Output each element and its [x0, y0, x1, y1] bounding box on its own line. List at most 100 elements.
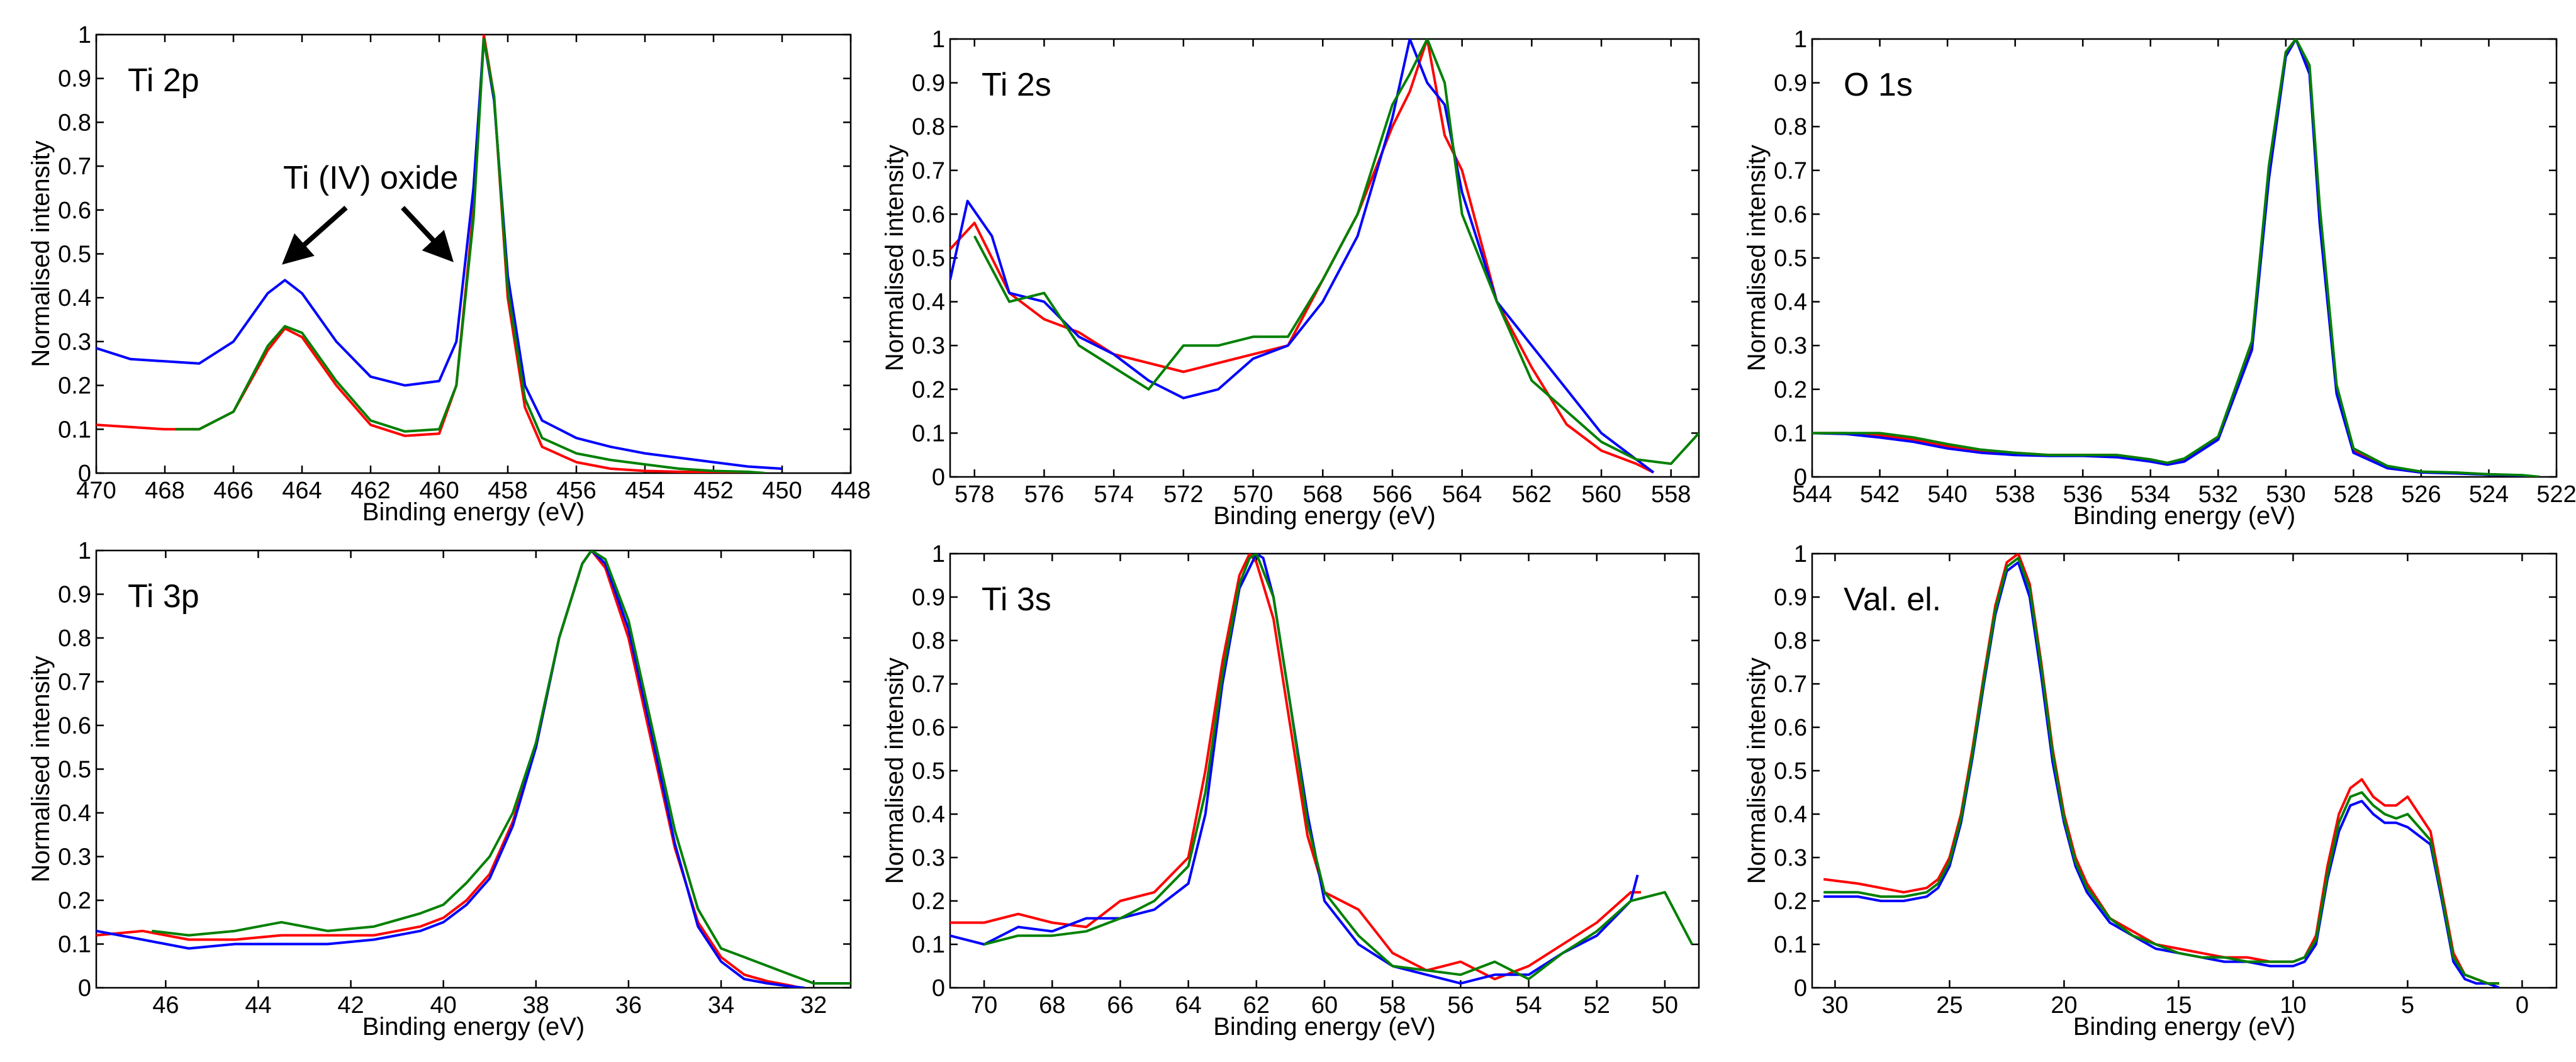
x-tick-label: 450	[762, 478, 802, 504]
x-tick-label: 542	[1860, 481, 1900, 508]
y-tick-label: 0.8	[1774, 114, 1807, 140]
y-tick-label: 0.4	[1774, 802, 1807, 828]
series-line-green	[152, 551, 851, 985]
series-line-red	[1823, 554, 2499, 985]
y-tick-label: 0.1	[58, 416, 91, 443]
x-tick-label: 15	[2165, 992, 2192, 1019]
x-tick-label: 522	[2536, 481, 2576, 508]
y-tick-label: 0.3	[912, 845, 945, 871]
x-tick-label: 25	[1936, 992, 1963, 1019]
y-tick-label: 0.7	[1774, 671, 1807, 698]
y-tick-label: 0.5	[912, 245, 945, 272]
x-axis-label: Binding energy (eV)	[362, 498, 585, 526]
series-group	[1823, 554, 2500, 988]
y-tick-label: 0.7	[912, 158, 945, 184]
x-tick-label: 452	[693, 478, 733, 504]
y-tick-label: 0.6	[912, 715, 945, 741]
x-tick-label: 460	[419, 478, 459, 504]
x-tick-label: 564	[1442, 481, 1482, 508]
y-axis-label: Normalised intensity	[27, 140, 55, 367]
x-tick-label: 454	[625, 478, 664, 504]
y-tick-label: 0.6	[58, 713, 91, 739]
x-tick-label: 5	[2401, 992, 2414, 1019]
series-line-blue	[950, 39, 1655, 474]
y-axis-label: Normalised intensity	[27, 656, 55, 882]
x-tick-label: 46	[152, 992, 179, 1019]
x-tick-label: 38	[523, 992, 549, 1019]
plot-frame	[949, 38, 1700, 478]
y-tick-label: 0.6	[1774, 715, 1807, 741]
panel-title: Val. el.	[1844, 581, 1941, 618]
y-tick-label: 0.8	[912, 114, 945, 140]
x-tick-label: 42	[337, 992, 364, 1019]
x-tick-label: 70	[971, 992, 997, 1019]
series-line-blue	[1823, 561, 2500, 988]
y-tick-label: 0.3	[912, 333, 945, 359]
series-group	[950, 39, 1699, 474]
annotation-arrow	[401, 206, 454, 262]
x-tick-label: 36	[615, 992, 642, 1019]
y-tick-label: 1	[932, 26, 945, 53]
panel-title: Ti 3s	[982, 581, 1051, 618]
y-tick-label: 0.8	[912, 628, 945, 654]
plot-frame	[949, 552, 1700, 989]
y-tick-label: 0.1	[1774, 420, 1807, 447]
y-tick-label: 0.8	[1774, 628, 1807, 654]
panel-title: Ti 2p	[128, 62, 199, 99]
series-line-blue	[1812, 39, 2540, 477]
x-tick-label: 544	[1792, 481, 1832, 508]
y-tick-label: 0.7	[58, 154, 91, 180]
y-tick-label: 0.2	[912, 888, 945, 915]
series-group	[1812, 39, 2540, 477]
y-tick-label: 0.5	[912, 758, 945, 785]
x-tick-label: 448	[831, 478, 870, 504]
x-tick-label: 32	[800, 992, 827, 1019]
x-tick-label: 540	[1927, 481, 1967, 508]
panel-title: Ti 3p	[128, 578, 199, 615]
series-group	[96, 551, 851, 988]
y-tick-label: 0.7	[1774, 158, 1807, 184]
x-tick-label: 560	[1581, 481, 1621, 508]
chart-panel-4: 0 0.1 0.2 0.3 0.4 0.5 0.6 0.7 0.8 0.9 1 46 44 42 40 38 3…	[27, 538, 852, 1041]
x-tick-label: 20	[2051, 992, 2077, 1019]
x-tick-label: 470	[76, 478, 116, 504]
panel-title: Ti 2s	[982, 67, 1051, 103]
x-tick-label: 56	[1447, 992, 1474, 1019]
x-tick-label: 566	[1372, 481, 1412, 508]
y-tick-label: 0.4	[912, 802, 945, 828]
panel-title: O 1s	[1844, 67, 1913, 103]
series-line-green	[983, 554, 1693, 981]
x-tick-label: 60	[1311, 992, 1338, 1019]
plot-frame	[95, 549, 852, 989]
x-tick-label: 44	[245, 992, 271, 1019]
y-tick-label: 0.4	[58, 800, 91, 827]
y-tick-label: 0.3	[1774, 333, 1807, 359]
y-tick-label: 0.2	[912, 377, 945, 403]
y-tick-label: 0.6	[58, 198, 91, 224]
x-tick-label: 54	[1515, 992, 1542, 1019]
x-tick-label: 574	[1094, 481, 1133, 508]
x-tick-label: 0	[2516, 992, 2529, 1019]
series-line-red	[1812, 39, 2540, 477]
x-tick-label: 456	[556, 478, 596, 504]
x-tick-label: 528	[2334, 481, 2373, 508]
x-tick-label: 538	[1995, 481, 2035, 508]
x-tick-label: 534	[2131, 481, 2170, 508]
y-tick-label: 0	[932, 975, 945, 1002]
chart-panel-1: 0 0.1 0.2 0.3 0.4 0.5 0.6 0.7 0.8 0.9 1 470 468 466 46…	[27, 22, 871, 526]
x-tick-label: 34	[708, 992, 734, 1019]
y-tick-label: 0.7	[912, 671, 945, 698]
y-tick-label: 1	[1794, 541, 1807, 567]
y-tick-label: 0.8	[58, 109, 91, 136]
series-line-red	[96, 35, 765, 473]
x-axis-label: Binding energy (eV)	[2073, 502, 2296, 530]
y-axis-label: Normalised intensity	[881, 145, 909, 371]
y-tick-label: 0.6	[912, 201, 945, 228]
y-tick-label: 0.6	[1774, 201, 1807, 228]
y-tick-label: 0.3	[58, 844, 91, 871]
series-line-red	[96, 551, 800, 988]
y-tick-label: 0.5	[1774, 758, 1807, 785]
x-tick-label: 458	[488, 478, 527, 504]
series-line-green	[973, 39, 1699, 466]
annotation-arrow	[282, 206, 348, 265]
